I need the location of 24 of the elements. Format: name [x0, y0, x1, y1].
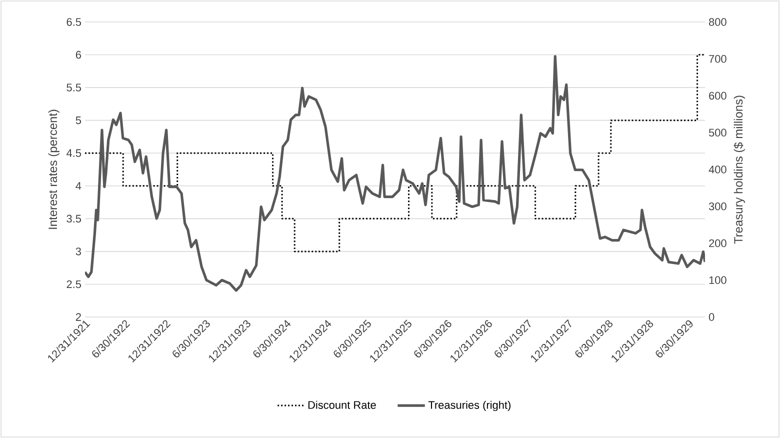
legend-label: Discount Rate [308, 400, 376, 409]
y2-tick-label: 800 [708, 18, 726, 26]
y-axis-title: Interest rates (percent) [48, 110, 60, 229]
y2-tick-label: 500 [708, 128, 726, 137]
y2-tick-label: 0 [708, 313, 714, 321]
y2-tick-label: 300 [708, 202, 726, 210]
y2-tick-label: 200 [709, 239, 726, 248]
y2-tick-label: 400 [708, 166, 726, 174]
y-tick-label: 3.5 [66, 214, 82, 223]
y2-axis-title: Treasury holdins ($ millions) [734, 96, 745, 244]
line-series [85, 54, 706, 292]
y-tick-label: 3 [76, 248, 81, 256]
y2-tick-label: 100 [709, 276, 726, 284]
y-tick-label: 4 [76, 182, 82, 190]
y-tick-label: 2.5 [66, 280, 82, 288]
y-tick-label: 6.5 [66, 18, 82, 26]
y-tick-label: 6 [76, 50, 81, 59]
y-tick-label: 2 [76, 313, 81, 321]
y-tick-label: 4.5 [66, 149, 82, 157]
y-tick-label: 5 [76, 116, 82, 124]
legend-label: Treasuries (right) [428, 400, 510, 412]
y-tick-label: 5.5 [66, 84, 82, 92]
y2-tick-label: 600 [709, 92, 726, 100]
y2-tick-label: 700 [709, 55, 726, 63]
